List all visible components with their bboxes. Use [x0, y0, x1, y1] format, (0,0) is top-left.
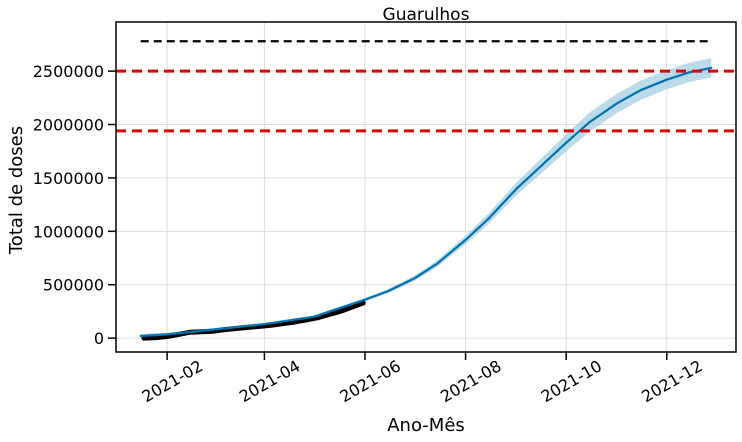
y-tick-label: 500000 [43, 276, 104, 295]
y-axis-label: Total de doses [6, 126, 27, 255]
y-tick-label: 1000000 [33, 222, 104, 241]
forecast-line [139, 66, 713, 338]
y-tick-label: 1500000 [33, 169, 104, 188]
y-tick-label: 2500000 [33, 62, 104, 81]
y-tick-label: 0 [94, 329, 104, 348]
confidence-band-layer [140, 58, 712, 339]
plot-frame [115, 21, 737, 353]
chart-title: Guarulhos [383, 5, 470, 25]
grid-layer [116, 22, 736, 352]
reference-line-layer [116, 40, 736, 133]
series-layer [139, 66, 713, 341]
x-axis-label: Ano-Mês [387, 415, 465, 436]
forecast-uncertainty-band [140, 58, 712, 339]
y-tick-label: 2000000 [33, 116, 104, 135]
